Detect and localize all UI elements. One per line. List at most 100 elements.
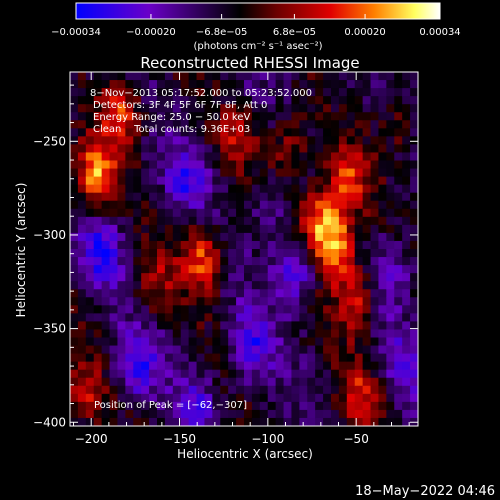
heatmap-cell (172, 281, 182, 290)
heatmap-cell (164, 313, 174, 323)
heatmap-cell (251, 281, 261, 290)
heatmap-cell (196, 377, 206, 387)
heatmap-cell (244, 104, 253, 113)
heatmap-cell (77, 321, 87, 331)
heatmap-cell (338, 96, 348, 105)
heatmap-cell (307, 72, 316, 81)
heatmap-cell (362, 160, 372, 170)
heatmap-cell (77, 192, 87, 202)
heatmap-cell (338, 281, 348, 290)
heatmap-cell (315, 120, 324, 129)
heatmap-cell (117, 361, 126, 371)
heatmap-cell (315, 393, 324, 403)
heatmap-cell (204, 120, 213, 129)
heatmap-cell (220, 337, 229, 347)
heatmap-cell (180, 112, 190, 121)
heatmap-cell (109, 369, 119, 379)
heatmap-cell (386, 200, 395, 210)
heatmap-cell (204, 417, 213, 426)
heatmap-cell (236, 192, 245, 202)
heatmap-cell (378, 249, 387, 258)
annotation-energy-range: Energy Range: 25.0 − 50.0 keV (93, 112, 250, 123)
heatmap-cell (85, 281, 95, 290)
heatmap-cell (109, 184, 119, 194)
heatmap-cell (164, 305, 174, 314)
heatmap-cell (77, 120, 87, 129)
heatmap-cell (93, 176, 103, 186)
heatmap-cell (362, 72, 372, 81)
heatmap-cell (85, 240, 95, 250)
heatmap-cell (259, 104, 269, 113)
heatmap-cell (402, 88, 411, 97)
heatmap-cell (196, 249, 206, 258)
heatmap-cell (188, 168, 198, 178)
heatmap-cell (259, 329, 269, 339)
heatmap-cell (244, 80, 253, 89)
heatmap-cell (70, 289, 79, 298)
heatmap-cell (267, 249, 277, 258)
heatmap-cell (85, 104, 95, 113)
heatmap-cell (331, 136, 340, 146)
heatmap-cell (188, 128, 198, 137)
heatmap-cell (267, 257, 277, 266)
heatmap-cell (180, 345, 190, 355)
heatmap-cell (370, 200, 380, 210)
heatmap-cell (275, 313, 285, 323)
heatmap-cell (220, 208, 229, 218)
heatmap-cell (283, 152, 293, 162)
heatmap-cell (267, 409, 277, 419)
heatmap-cell (212, 337, 221, 347)
heatmap-cell (204, 265, 213, 274)
heatmap-cell (354, 345, 364, 355)
heatmap-cell (125, 289, 134, 298)
heatmap-cell (338, 144, 348, 154)
heatmap-cell (149, 345, 158, 355)
heatmap-cell (204, 329, 213, 339)
heatmap-cell (204, 184, 213, 194)
heatmap-cell (299, 160, 308, 170)
heatmap-cell (212, 200, 221, 210)
heatmap-cell (77, 176, 87, 186)
heatmap-cell (283, 305, 293, 314)
heatmap-cell (77, 345, 87, 355)
heatmap-cell (378, 265, 387, 274)
heatmap-cell (70, 136, 79, 146)
heatmap-cell (70, 160, 79, 170)
heatmap-cell (251, 377, 261, 387)
heatmap-cell (125, 240, 134, 250)
heatmap-cell (354, 313, 364, 323)
heatmap-cell (157, 120, 166, 129)
heatmap-cell (172, 249, 182, 258)
heatmap-cell (77, 152, 87, 162)
heatmap-cell (370, 329, 380, 339)
heatmap-cell (157, 281, 166, 290)
heatmap-cell (125, 80, 134, 89)
heatmap-cell (338, 200, 348, 210)
heatmap-cell (370, 321, 380, 331)
y-axis-label: Heliocentric Y (arcsec) (14, 183, 28, 318)
heatmap-cell (188, 321, 198, 331)
heatmap-cell (228, 273, 237, 282)
heatmap-cell (251, 208, 261, 218)
heatmap-cell (188, 353, 198, 363)
heatmap-cell (338, 337, 348, 347)
heatmap-cell (85, 72, 95, 81)
heatmap-cell (267, 208, 277, 218)
heatmap-cell (133, 200, 142, 210)
heatmap-cell (133, 104, 142, 113)
heatmap-cell (141, 240, 150, 250)
heatmap-cell (85, 208, 95, 218)
heatmap-cell (370, 377, 380, 387)
heatmap-cell (85, 120, 95, 129)
heatmap-cell (117, 345, 126, 355)
heatmap-cell (291, 160, 300, 170)
heatmap-cell (101, 240, 111, 250)
heatmap-cell (157, 289, 166, 298)
heatmap-cell (93, 369, 103, 379)
heatmap-cell (394, 104, 403, 113)
heatmap-cell (386, 273, 395, 282)
heatmap-cell (299, 249, 308, 258)
heatmap-cell (267, 417, 277, 426)
heatmap-cell (346, 184, 356, 194)
heatmap-cell (212, 96, 221, 105)
